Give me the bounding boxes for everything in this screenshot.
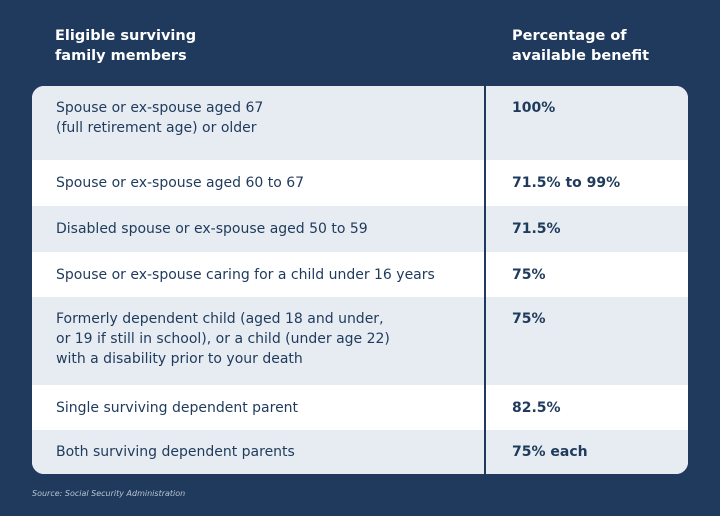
table-row: Both surviving dependent parents 75% each (32, 430, 688, 474)
source-note: Source: Social Security Administration (32, 489, 186, 498)
table-row: Single surviving dependent parent 82.5% (32, 385, 688, 430)
row-label: Spouse or ex-spouse aged 67 (full retirem… (56, 98, 263, 138)
label-line: Single surviving dependent parent (56, 399, 299, 416)
table-row: Spouse or ex-spouse aged 67 (full retirem… (32, 86, 688, 160)
column-header: Percentage of available benefit (512, 26, 649, 66)
table-row: Spouse or ex-spouse aged 60 to 67 71.5% t… (32, 160, 688, 206)
row-value: 75% (512, 311, 546, 327)
row-label: Spouse or ex-spouse caring for a child u… (56, 265, 435, 285)
row-value: 75% (512, 266, 546, 283)
header-line: Eligible surviving (55, 28, 197, 44)
header-line: Percentage of (512, 28, 627, 44)
label-line: Spouse or ex-spouse aged 67 (56, 100, 264, 116)
table-row: Disabled spouse or ex-spouse aged 50 to … (32, 206, 688, 252)
column-divider (484, 86, 486, 474)
row-value: 100% (512, 100, 556, 116)
row-value: 71.5% to 99% (512, 175, 621, 191)
label-line: Formerly dependent child (aged 18 and un… (56, 311, 384, 327)
label-line: with a disability prior to your death (56, 351, 303, 367)
label-line: or 19 if still in school), or a child (u… (56, 331, 390, 347)
header-line: available benefit (512, 48, 650, 64)
row-label: Spouse or ex-spouse aged 60 to 67 (56, 173, 304, 193)
header-line: family members (55, 48, 187, 64)
row-value: 75% each (512, 444, 588, 460)
row-label: Formerly dependent child (aged 18 and un… (56, 309, 390, 369)
label-line: Spouse or ex-spouse aged 60 to 67 (56, 175, 305, 191)
column-header: Eligible surviving family members (55, 26, 196, 66)
label-line: (full retirement age) or older (56, 120, 257, 136)
row-label: Single surviving dependent parent (56, 398, 298, 418)
label-line: Spouse or ex-spouse caring for a child u… (56, 266, 435, 283)
table: Spouse or ex-spouse aged 67 (full retirem… (32, 86, 688, 474)
label-line: Disabled spouse or ex-spouse aged 50 to … (56, 221, 368, 237)
row-label: Both surviving dependent parents (56, 442, 295, 462)
row-value: 71.5% (512, 221, 561, 237)
table-row: Formerly dependent child (aged 18 and un… (32, 297, 688, 385)
table-row: Spouse or ex-spouse caring for a child u… (32, 252, 688, 297)
row-label: Disabled spouse or ex-spouse aged 50 to … (56, 219, 368, 239)
label-line: Both surviving dependent parents (56, 444, 295, 460)
row-value: 82.5% (512, 399, 561, 416)
